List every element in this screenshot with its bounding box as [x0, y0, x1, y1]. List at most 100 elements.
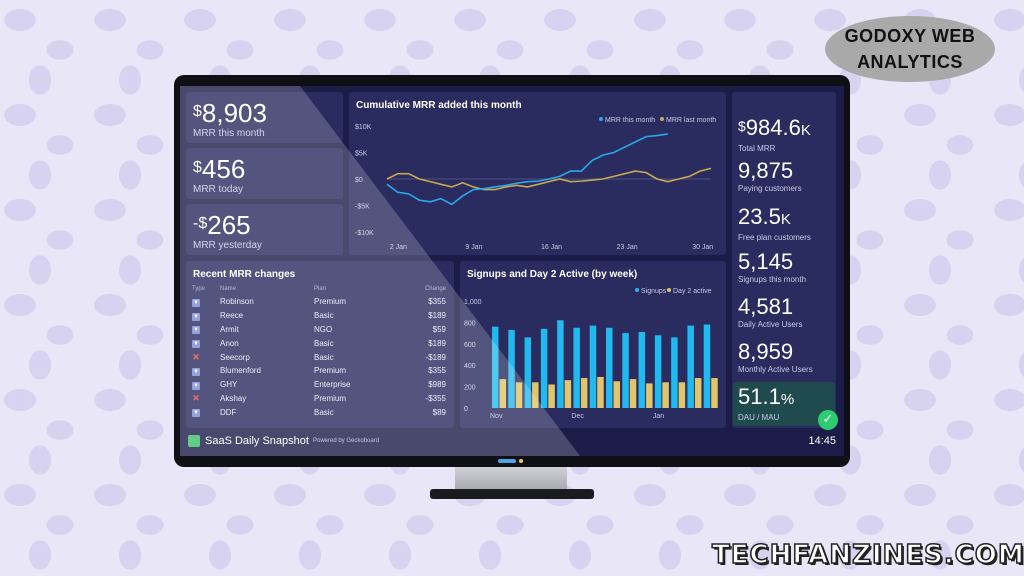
kpi-label: DAU / MAU — [738, 413, 780, 422]
bar-day2-active — [580, 378, 588, 408]
y-tick-label: 200 — [464, 385, 476, 392]
bar-day2-active — [548, 384, 555, 408]
row-change: -$189 — [425, 352, 446, 362]
col-plan: Plan — [314, 286, 327, 292]
kpi-monthly-active-users: 8,959 Monthly Active Users — [738, 340, 813, 375]
row-change: $355 — [428, 297, 446, 307]
kpi-label: Paying customers — [738, 184, 802, 193]
bar-signups — [492, 326, 499, 408]
kpi-label: Total MRR — [738, 144, 776, 153]
bar-day2-active — [678, 382, 686, 408]
bar-signups — [557, 320, 564, 408]
bar-signups — [524, 337, 532, 408]
row-plan: Enterprise — [314, 380, 351, 390]
badge-line-1: GODOXY WEB — [844, 26, 976, 46]
table-row: ▼ Armit NGO $59 — [192, 323, 446, 337]
kpi-mrr-today: $456 MRR today — [186, 148, 343, 199]
y-tick-label: $10K — [355, 124, 372, 131]
upgrade-icon: ▼ — [192, 381, 200, 390]
bar-day2-active — [662, 382, 669, 408]
churn-x-icon: ✕ — [192, 351, 200, 362]
kpi-mrr-this-month: $8,903 MRR this month — [186, 92, 343, 143]
legend-swatch-this-month — [599, 117, 603, 121]
kpi-value: 265 — [207, 210, 251, 240]
kpi-daily-active-users: 4,581 Daily Active Users — [738, 295, 803, 330]
kpi-value: 984.6 — [745, 115, 801, 140]
legend-swatch-last-month — [660, 117, 664, 121]
y-tick-label: $0 — [355, 177, 363, 184]
table-row: ▼ Anon Basic $189 — [192, 336, 446, 350]
status-led — [519, 459, 523, 463]
row-plan: Basic — [314, 311, 334, 321]
kpi-value: 5,145 — [738, 249, 794, 274]
bar-signups — [687, 325, 694, 408]
table-header-row: Type Name Plan Change — [192, 283, 446, 295]
upgrade-icon: ▼ — [192, 298, 200, 307]
monitor-stand-neck — [455, 467, 567, 491]
kpi-label: Monthly Active Users — [738, 365, 813, 374]
line-chart: MRR this month MRR last month $10K $5K $0 -… — [355, 117, 716, 251]
dashboard-screen: $8,903 MRR this month $456 MRR today -$2… — [180, 86, 844, 456]
y-tick-label: 1,000 — [464, 299, 482, 306]
kpi-value: 456 — [201, 154, 246, 184]
x-tick-label: Dec — [571, 413, 584, 420]
check-circle-icon: ✓ — [818, 410, 838, 430]
upgrade-icon: ▼ — [192, 409, 200, 418]
bar-signups — [638, 332, 646, 408]
row-name: Akshay — [220, 393, 247, 403]
upgrade-icon: ▼ — [192, 312, 200, 321]
bar-day2-active — [597, 376, 604, 408]
row-change: $355 — [428, 366, 446, 376]
bar-signups — [671, 337, 678, 408]
bar-day2-active — [613, 381, 620, 408]
legend-label-day2: Day 2 active — [673, 288, 712, 295]
row-name: Anon — [220, 338, 239, 348]
kpi-label: Signups this month — [738, 275, 807, 284]
row-name: Blumenford — [220, 366, 261, 376]
dau-mau-text: 51.1% DAU / MAU — [738, 385, 794, 423]
bar-signups — [703, 324, 711, 408]
kpi-currency: $ — [193, 159, 202, 176]
kpi-value: 9,875 — [738, 158, 794, 183]
kpi-mrr-yesterday: -$265 MRR yesterday — [186, 204, 343, 255]
dashboard-footer: SaaS Daily Snapshot Powered by Geckoboar… — [180, 428, 844, 456]
legend-label-last-month: MRR last month — [666, 117, 716, 124]
legend-label-this-month: MRR this month — [605, 117, 655, 124]
table-row: ▼ Blumenford Premium $355 — [192, 364, 446, 378]
row-plan: Premium — [314, 366, 347, 376]
geckoboard-logo-icon — [188, 435, 200, 447]
table-row: ✕ Akshay Premium -$355 — [192, 392, 446, 406]
row-name: Armit — [220, 324, 239, 334]
table-row: ▼ Reece Basic $189 — [192, 309, 446, 323]
upgrade-icon: ▼ — [192, 367, 200, 376]
bar-day2-active — [564, 380, 572, 408]
y-tick-label: 400 — [464, 363, 476, 370]
legend-swatch-signups — [635, 288, 639, 292]
mrr-changes-table: Type Name Plan Change ▼ Robinson Premium $3… — [192, 283, 446, 419]
bar-signups — [540, 328, 548, 408]
monitor-stand-base — [430, 489, 594, 499]
badge-line-2: ANALYTICS — [857, 52, 963, 72]
row-plan: Premium — [314, 393, 347, 403]
y-tick-label: -$5K — [355, 204, 370, 211]
row-change: $89 — [432, 407, 446, 417]
footer-powered: Powered by Geckoboard — [313, 438, 380, 444]
x-tick-label: 9 Jan — [465, 244, 482, 251]
bar-day2-active — [629, 379, 637, 408]
bar-day2-active — [711, 378, 718, 408]
kpi-suffix: K — [800, 122, 811, 139]
x-tick-label: Jan — [653, 413, 664, 420]
footer-title: SaaS Daily Snapshot — [205, 435, 309, 447]
row-name: DDF — [220, 407, 237, 417]
bar-signups — [573, 327, 580, 408]
brand-badge: GODOXY WEB ANALYTICS — [825, 16, 995, 82]
y-tick-label: 800 — [464, 320, 476, 327]
recent-mrr-changes-panel: Recent MRR changes Type Name Plan Change… — [186, 261, 454, 428]
col-change: Change — [424, 286, 446, 292]
churn-x-icon: ✕ — [192, 392, 200, 403]
bar-day2-active — [646, 383, 653, 408]
row-change: $189 — [428, 311, 446, 321]
bar-day2-active — [532, 382, 539, 408]
kpi-currency: -$ — [193, 215, 208, 232]
kpi-label: Daily Active Users — [738, 320, 803, 329]
